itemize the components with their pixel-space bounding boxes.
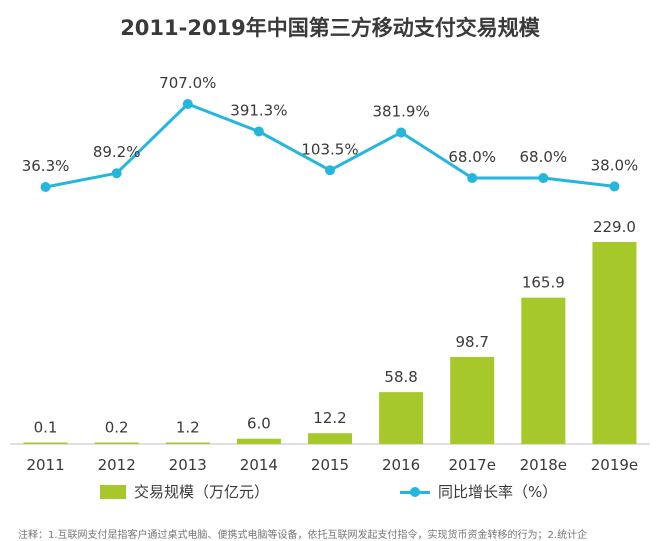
bar-label-2014: 6.0 xyxy=(247,415,271,433)
bar-2017e xyxy=(450,356,495,444)
growth-point-2019e xyxy=(609,181,620,192)
bar-label-2019e: 229.0 xyxy=(593,218,636,236)
x-tick-2016: 2016 xyxy=(382,456,420,474)
x-tick-2014: 2014 xyxy=(240,456,278,474)
legend-bar-swatch xyxy=(100,484,126,499)
growth-label-2014: 391.3% xyxy=(230,101,287,119)
chart-title: 2011-2019年中国第三方移动支付交易规模 xyxy=(120,16,540,40)
growth-label-2015: 103.5% xyxy=(301,140,358,158)
growth-label-2019e: 38.0% xyxy=(591,156,639,174)
x-tick-2015: 2015 xyxy=(311,456,349,474)
growth-point-2013 xyxy=(182,99,193,109)
bar-label-2013: 1.2 xyxy=(176,419,200,437)
legend-line-swatch xyxy=(400,485,430,499)
growth-point-2015 xyxy=(325,165,335,176)
x-tick-2013: 2013 xyxy=(169,456,207,474)
legend-bar-series: 交易规模（万亿元） xyxy=(100,481,269,502)
bar-label-2018e: 165.9 xyxy=(522,274,565,292)
growth-point-2011 xyxy=(40,182,51,192)
x-tick-2019e: 2019e xyxy=(591,456,638,474)
legend-line-series: 同比增长率（%） xyxy=(400,481,557,502)
growth-point-2016 xyxy=(396,127,407,138)
bar-label-2012: 0.2 xyxy=(105,419,129,437)
growth-label-2012: 89.2% xyxy=(93,143,141,161)
x-tick-2011: 2011 xyxy=(26,456,64,474)
growth-label-2016: 381.9% xyxy=(373,102,430,120)
growth-point-2018e xyxy=(538,173,549,184)
x-tick-2012: 2012 xyxy=(98,456,136,474)
bar-2019e xyxy=(592,242,637,444)
growth-label-2013: 707.0% xyxy=(159,74,216,92)
bar-2013 xyxy=(165,442,210,444)
bar-2016 xyxy=(379,392,424,444)
growth-point-2014 xyxy=(253,126,264,137)
bar-2012 xyxy=(94,442,139,444)
growth-label-2017e: 68.0% xyxy=(448,148,496,166)
bar-label-2017e: 98.7 xyxy=(456,333,489,351)
bar-label-2011: 0.1 xyxy=(34,419,58,437)
legend-line-label: 同比增长率（%） xyxy=(438,483,558,501)
x-tick-2018e: 2018e xyxy=(520,456,567,474)
growth-label-2018e: 68.0% xyxy=(520,148,568,166)
bar-2018e xyxy=(521,297,566,444)
growth-point-2012 xyxy=(111,168,122,179)
footnote: 注释：1.互联网支付是指客户通过桌式电脑、便携式电脑等设备，依托互联网发起支付指… xyxy=(18,530,588,541)
x-tick-2017e: 2017e xyxy=(449,456,496,474)
bar-label-2015: 12.2 xyxy=(313,409,346,427)
legend-bar-label: 交易规模（万亿元） xyxy=(134,483,270,501)
bar-2015 xyxy=(308,433,352,444)
growth-point-2017e xyxy=(467,173,478,184)
bar-2014 xyxy=(236,438,281,444)
growth-label-2011: 36.3% xyxy=(22,157,70,175)
bar-2011 xyxy=(23,442,68,444)
bar-label-2016: 58.8 xyxy=(384,368,417,386)
